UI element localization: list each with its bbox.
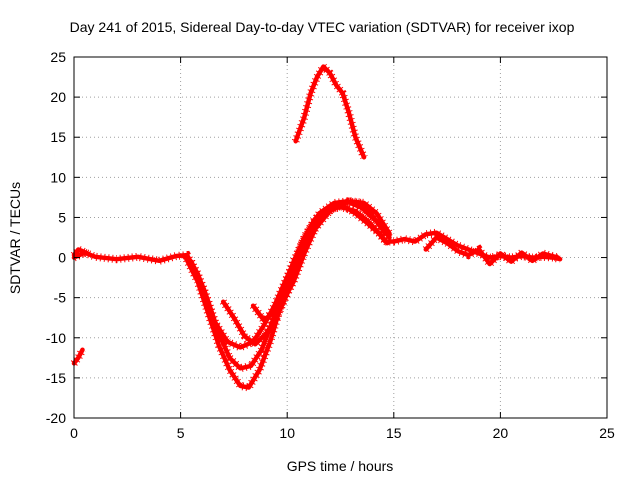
x-tick-label: 5 <box>177 425 185 441</box>
x-axis-label: GPS time / hours <box>287 458 394 474</box>
y-tick-label: 25 <box>50 49 66 65</box>
series-markers-main-c <box>187 197 393 352</box>
y-tick-label: 20 <box>50 89 66 105</box>
plot-frame <box>73 56 608 419</box>
x-tick-label: 25 <box>599 425 615 441</box>
series-markers-tail-b <box>422 232 560 271</box>
series-line-start-seg <box>71 347 85 366</box>
tick-label-layer: 0 5 10 15 20 25 -20 -15 -10 -5 0 5 10 15 20 25 <box>46 49 615 441</box>
x-tick-label: 0 <box>70 425 78 441</box>
y-tick-label: 0 <box>58 250 66 266</box>
tick-layer <box>73 56 608 419</box>
y-tick-label: 15 <box>50 129 66 145</box>
series-line-main-c <box>189 199 392 350</box>
y-tick-label: 10 <box>50 169 66 185</box>
x-tick-label: 10 <box>279 425 295 441</box>
y-tick-label: -20 <box>46 410 66 426</box>
series-markers-main-e <box>249 197 389 326</box>
y-axis-label: SDTVAR / TECUs <box>7 182 23 294</box>
x-tick-label: 20 <box>493 425 509 441</box>
y-tick-label: -10 <box>46 330 66 346</box>
series-line-tail-b <box>423 235 561 267</box>
x-tick-label: 15 <box>386 425 402 441</box>
grid-layer <box>74 57 607 418</box>
chart-title: Day 241 of 2015, Sidereal Day-to-day VTE… <box>70 19 575 35</box>
series-markers-peak-seg <box>291 60 368 159</box>
series-line-start-pre <box>71 247 92 258</box>
y-tick-label: 5 <box>58 209 66 225</box>
series-layer <box>70 60 563 392</box>
series-markers-main-a <box>72 201 389 373</box>
series-markers-tail <box>385 228 562 264</box>
y-tick-label: -15 <box>46 370 66 386</box>
series-line-peak-seg <box>293 64 367 160</box>
y-tick-label: -5 <box>54 290 67 306</box>
series-markers-main-b <box>181 202 391 392</box>
